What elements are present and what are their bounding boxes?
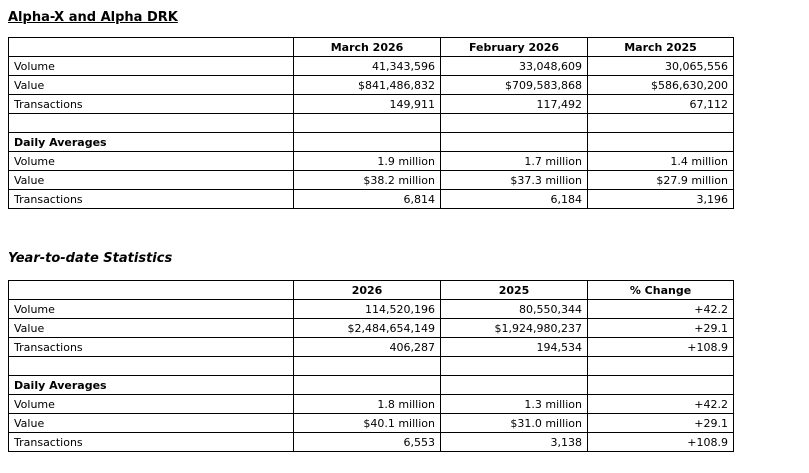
value-cell	[293, 113, 441, 133]
value-cell	[440, 132, 588, 152]
ytd-header-row: 2026 2025 % Change	[8, 280, 734, 300]
value-cell	[587, 375, 734, 395]
value-cell: 1.7 million	[440, 151, 588, 171]
table-row: Volume 41,343,596 33,048,609 30,065,556	[8, 56, 734, 76]
value-cell	[293, 132, 441, 152]
value-cell: 80,550,344	[440, 299, 588, 319]
table-row: Value $2,484,654,149 $1,924,980,237 +29.1	[8, 318, 734, 338]
table-row: Transactions 149,911 117,492 67,112	[8, 94, 734, 114]
value-cell	[293, 375, 441, 395]
value-cell: 41,343,596	[293, 56, 441, 76]
row-label-cell: Daily Averages	[8, 132, 294, 152]
value-cell: $1,924,980,237	[440, 318, 588, 338]
table-row: Value $841,486,832 $709,583,868 $586,630,20…	[8, 75, 734, 95]
section-label-row: Daily Averages	[8, 132, 734, 152]
row-label-cell: Volume	[8, 56, 294, 76]
monthly-section-title: Alpha-X and Alpha DRK	[8, 10, 178, 25]
row-label-cell: Volume	[8, 151, 294, 171]
value-cell: 6,184	[440, 189, 588, 209]
value-cell	[587, 356, 734, 376]
value-cell	[293, 356, 441, 376]
monthly-header-row: March 2026 February 2026 March 2025	[8, 37, 734, 57]
value-cell: $27.9 million	[587, 170, 734, 190]
row-label-cell: Transactions	[8, 94, 294, 114]
value-cell: +42.2	[587, 394, 734, 414]
value-cell: 30,065,556	[587, 56, 734, 76]
table-row: Value $38.2 million $37.3 million $27.9 mil…	[8, 170, 734, 190]
row-label-cell	[8, 356, 294, 376]
value-cell: 149,911	[293, 94, 441, 114]
value-cell: $841,486,832	[293, 75, 441, 95]
table-row: Transactions 6,553 3,138 +108.9	[8, 432, 734, 452]
table-row: Volume 1.8 million 1.3 million +42.2	[8, 394, 734, 414]
column-header: March 2026	[293, 37, 441, 57]
header-corner-cell	[8, 280, 294, 300]
value-cell: 3,138	[440, 432, 588, 452]
row-label-cell: Transactions	[8, 189, 294, 209]
value-cell: +29.1	[587, 413, 734, 433]
value-cell	[587, 132, 734, 152]
row-label-cell: Volume	[8, 299, 294, 319]
value-cell: 33,048,609	[440, 56, 588, 76]
value-cell: $709,583,868	[440, 75, 588, 95]
table-row: Volume 114,520,196 80,550,344 +42.2	[8, 299, 734, 319]
value-cell: +108.9	[587, 337, 734, 357]
value-cell: +29.1	[587, 318, 734, 338]
spacer-row	[8, 356, 734, 376]
row-label-cell	[8, 113, 294, 133]
monthly-stats-table: March 2026 February 2026 March 2025 Volu…	[8, 37, 734, 209]
table-row: Transactions 406,287 194,534 +108.9	[8, 337, 734, 357]
value-cell	[587, 113, 734, 133]
row-label-cell: Value	[8, 318, 294, 338]
value-cell: $2,484,654,149	[293, 318, 441, 338]
value-cell: +108.9	[587, 432, 734, 452]
value-cell: $40.1 million	[293, 413, 441, 433]
value-cell: $31.0 million	[440, 413, 588, 433]
ytd-stats-table: 2026 2025 % Change Volume 114,520,196 80,5…	[8, 280, 734, 452]
value-cell: 406,287	[293, 337, 441, 357]
value-cell: 117,492	[440, 94, 588, 114]
value-cell: 6,553	[293, 432, 441, 452]
column-header: 2026	[293, 280, 441, 300]
value-cell: $37.3 million	[440, 170, 588, 190]
value-cell	[440, 356, 588, 376]
value-cell: 1.3 million	[440, 394, 588, 414]
ytd-section-title: Year-to-date Statistics	[8, 251, 173, 266]
value-cell: 6,814	[293, 189, 441, 209]
column-header: March 2025	[587, 37, 734, 57]
row-label-cell: Daily Averages	[8, 375, 294, 395]
table-row: Transactions 6,814 6,184 3,196	[8, 189, 734, 209]
ytd-table-body: Volume 114,520,196 80,550,344 +42.2 Value $2,…	[8, 299, 734, 452]
value-cell: +42.2	[587, 299, 734, 319]
value-cell: 3,196	[587, 189, 734, 209]
value-cell: 1.8 million	[293, 394, 441, 414]
column-header: 2025	[440, 280, 588, 300]
section-label-row: Daily Averages	[8, 375, 734, 395]
value-cell: $38.2 million	[293, 170, 441, 190]
column-header: February 2026	[440, 37, 588, 57]
value-cell	[440, 113, 588, 133]
row-label-cell: Transactions	[8, 337, 294, 357]
row-label-cell: Value	[8, 75, 294, 95]
spacer-row	[8, 113, 734, 133]
value-cell: $586,630,200	[587, 75, 734, 95]
row-label-cell: Value	[8, 170, 294, 190]
column-header: % Change	[587, 280, 734, 300]
value-cell	[440, 375, 588, 395]
table-row: Value $40.1 million $31.0 million +29.1	[8, 413, 734, 433]
table-row: Volume 1.9 million 1.7 million 1.4 million	[8, 151, 734, 171]
row-label-cell: Value	[8, 413, 294, 433]
row-label-cell: Volume	[8, 394, 294, 414]
monthly-table-body: Volume 41,343,596 33,048,609 30,065,556 Valu…	[8, 56, 734, 209]
value-cell: 114,520,196	[293, 299, 441, 319]
value-cell: 67,112	[587, 94, 734, 114]
header-corner-cell	[8, 37, 294, 57]
value-cell: 1.4 million	[587, 151, 734, 171]
value-cell: 194,534	[440, 337, 588, 357]
row-label-cell: Transactions	[8, 432, 294, 452]
value-cell: 1.9 million	[293, 151, 441, 171]
